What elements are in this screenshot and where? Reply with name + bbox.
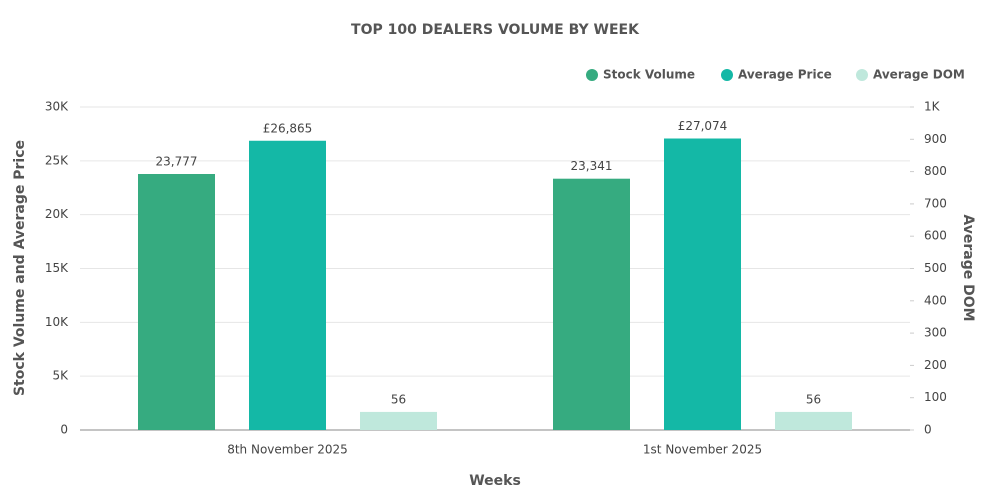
- y2-tick-label: 700: [924, 196, 947, 210]
- bar: [664, 138, 741, 430]
- y2-tick-label: 400: [924, 293, 947, 307]
- chart-title: TOP 100 DEALERS VOLUME BY WEEK: [351, 22, 640, 38]
- y2-tick-label: 500: [924, 261, 947, 275]
- bar: [249, 140, 326, 431]
- y-tick-label: 20K: [45, 207, 69, 221]
- y-tick-label: 10K: [45, 315, 69, 329]
- data-label: 23,341: [571, 159, 613, 173]
- y2-tick-label: 800: [924, 164, 947, 178]
- y-tick-label: 30K: [45, 100, 69, 114]
- x-tick-label: 1st November 2025: [643, 443, 762, 457]
- y2-tick-label: 900: [924, 132, 947, 146]
- y2-tick-label: 0: [924, 423, 932, 437]
- x-axis-title: Weeks: [469, 473, 521, 489]
- bar: [360, 411, 437, 430]
- data-label: 23,777: [156, 155, 198, 169]
- data-label: 56: [391, 392, 406, 406]
- legend-label[interactable]: Average DOM: [873, 68, 965, 82]
- data-label: £27,074: [678, 119, 728, 133]
- legend-label[interactable]: Stock Volume: [603, 68, 695, 82]
- legend-label[interactable]: Average Price: [738, 68, 832, 82]
- y2-axis-title: Average DOM: [960, 214, 976, 321]
- data-label: 56: [806, 392, 821, 406]
- legend-marker[interactable]: [856, 69, 868, 81]
- y2-tick-label: 1K: [924, 100, 941, 114]
- bar: [775, 411, 852, 430]
- y-tick-label: 25K: [45, 153, 69, 167]
- y2-tick-label: 300: [924, 326, 947, 340]
- y2-tick-label: 200: [924, 358, 947, 372]
- y-tick-label: 5K: [52, 369, 69, 383]
- y2-tick-label: 100: [924, 390, 947, 404]
- legend-marker[interactable]: [721, 69, 733, 81]
- bar: [553, 178, 630, 430]
- legend-marker[interactable]: [586, 69, 598, 81]
- y-tick-label: 15K: [45, 261, 69, 275]
- bar: [138, 174, 215, 430]
- x-tick-label: 8th November 2025: [227, 443, 348, 457]
- data-label: £26,865: [263, 121, 313, 135]
- y-tick-label: 0: [60, 423, 68, 437]
- y-axis-title: Stock Volume and Average Price: [12, 140, 28, 396]
- y2-tick-label: 600: [924, 229, 947, 243]
